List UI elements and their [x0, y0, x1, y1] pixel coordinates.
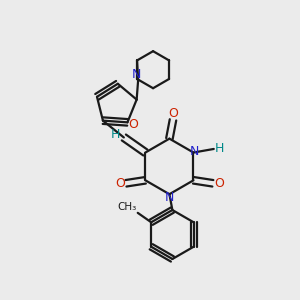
Text: CH₃: CH₃ [117, 202, 136, 212]
Text: O: O [128, 118, 138, 131]
Text: O: O [115, 177, 125, 190]
Text: N: N [165, 191, 174, 204]
Text: O: O [214, 177, 224, 190]
Text: N: N [190, 145, 199, 158]
Text: H: H [215, 142, 224, 154]
Text: H: H [111, 128, 120, 141]
Text: O: O [169, 107, 178, 120]
Text: N: N [132, 68, 141, 81]
